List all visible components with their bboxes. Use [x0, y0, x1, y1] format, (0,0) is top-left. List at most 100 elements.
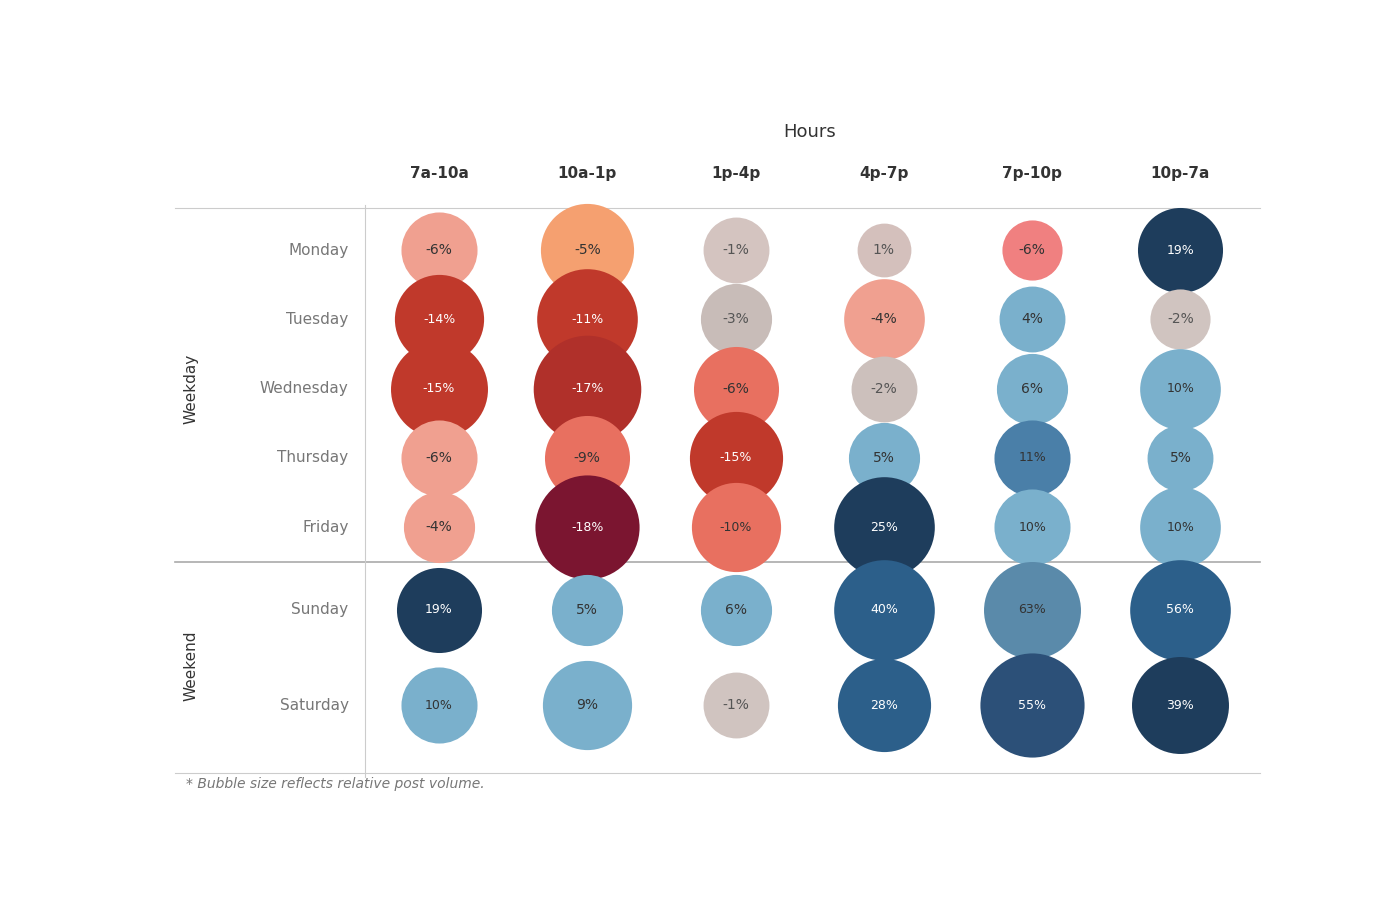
Text: * Bubble size reflects relative post volume.: * Bubble size reflects relative post vol…: [186, 777, 484, 790]
Point: [724, 243, 746, 257]
Text: -3%: -3%: [722, 312, 749, 327]
Text: -6%: -6%: [426, 243, 452, 257]
Point: [872, 698, 895, 713]
Point: [1169, 698, 1191, 713]
Text: -1%: -1%: [722, 698, 749, 713]
Point: [1169, 243, 1191, 257]
Point: [724, 698, 746, 713]
Text: 6%: 6%: [725, 603, 746, 616]
Text: Weekday: Weekday: [183, 354, 199, 424]
Text: 25%: 25%: [869, 521, 897, 534]
Point: [724, 520, 746, 535]
Text: 10%: 10%: [1166, 382, 1194, 395]
Point: [577, 243, 599, 257]
Point: [428, 243, 451, 257]
Point: [1169, 312, 1191, 327]
Text: Monday: Monday: [288, 243, 349, 257]
Point: [1021, 602, 1043, 616]
Point: [1021, 520, 1043, 535]
Text: 10p-7a: 10p-7a: [1151, 166, 1210, 181]
Text: -15%: -15%: [423, 382, 455, 395]
Point: [1169, 382, 1191, 396]
Text: -10%: -10%: [720, 521, 752, 534]
Text: -6%: -6%: [722, 382, 749, 396]
Text: -4%: -4%: [871, 312, 897, 327]
Text: 56%: 56%: [1166, 603, 1194, 616]
Point: [428, 382, 451, 396]
Text: -6%: -6%: [1019, 243, 1046, 257]
Point: [872, 382, 895, 396]
Text: 7p-10p: 7p-10p: [1002, 166, 1063, 181]
Text: 10%: 10%: [1166, 521, 1194, 534]
Text: 28%: 28%: [869, 699, 897, 712]
Point: [724, 451, 746, 465]
Point: [1169, 520, 1191, 535]
Point: [1169, 451, 1191, 465]
Point: [724, 312, 746, 327]
Text: 9%: 9%: [577, 698, 598, 713]
Text: 5%: 5%: [1169, 451, 1191, 465]
Point: [724, 382, 746, 396]
Point: [872, 243, 895, 257]
Text: 5%: 5%: [577, 603, 598, 616]
Text: Tuesday: Tuesday: [287, 312, 349, 327]
Text: Weekend: Weekend: [183, 631, 199, 701]
Text: -15%: -15%: [720, 452, 752, 464]
Text: 6%: 6%: [1021, 382, 1043, 396]
Text: 10%: 10%: [426, 699, 454, 712]
Point: [724, 602, 746, 616]
Point: [428, 312, 451, 327]
Point: [1169, 602, 1191, 616]
Text: -17%: -17%: [571, 382, 603, 395]
Text: 11%: 11%: [1018, 452, 1046, 464]
Point: [577, 602, 599, 616]
Text: Thursday: Thursday: [277, 451, 349, 465]
Text: Sunday: Sunday: [291, 602, 349, 617]
Text: 10a-1p: 10a-1p: [557, 166, 617, 181]
Point: [577, 698, 599, 713]
Text: 1p-4p: 1p-4p: [711, 166, 760, 181]
Text: -2%: -2%: [871, 382, 897, 396]
Text: -11%: -11%: [571, 313, 603, 326]
Point: [872, 312, 895, 327]
Point: [1021, 698, 1043, 713]
Text: 10%: 10%: [1018, 521, 1046, 534]
Text: -1%: -1%: [722, 243, 749, 257]
Point: [872, 451, 895, 465]
Text: 39%: 39%: [1166, 699, 1194, 712]
Text: -2%: -2%: [1168, 312, 1194, 327]
Point: [1021, 451, 1043, 465]
Point: [428, 602, 451, 616]
Point: [1021, 243, 1043, 257]
Point: [1021, 312, 1043, 327]
Text: 19%: 19%: [426, 603, 452, 616]
Text: -6%: -6%: [426, 451, 452, 465]
Text: Friday: Friday: [302, 520, 349, 535]
Text: -9%: -9%: [574, 451, 601, 465]
Point: [577, 451, 599, 465]
Point: [428, 451, 451, 465]
Text: 19%: 19%: [1166, 244, 1194, 256]
Point: [1021, 382, 1043, 396]
Text: 4%: 4%: [1021, 312, 1043, 327]
Text: Hours: Hours: [784, 123, 836, 141]
Text: 5%: 5%: [874, 451, 895, 465]
Text: 63%: 63%: [1018, 603, 1046, 616]
Text: 7a-10a: 7a-10a: [410, 166, 469, 181]
Text: -14%: -14%: [423, 313, 455, 326]
Text: 55%: 55%: [1018, 699, 1046, 712]
Point: [872, 520, 895, 535]
Text: 40%: 40%: [869, 603, 897, 616]
Point: [577, 382, 599, 396]
Point: [872, 602, 895, 616]
Point: [428, 698, 451, 713]
Text: -4%: -4%: [426, 520, 452, 535]
Point: [428, 520, 451, 535]
Text: -5%: -5%: [574, 243, 601, 257]
Point: [577, 520, 599, 535]
Point: [577, 312, 599, 327]
Text: 1%: 1%: [872, 243, 895, 257]
Text: Wednesday: Wednesday: [260, 382, 349, 396]
Text: 4p-7p: 4p-7p: [860, 166, 909, 181]
Text: Saturday: Saturday: [280, 698, 349, 713]
